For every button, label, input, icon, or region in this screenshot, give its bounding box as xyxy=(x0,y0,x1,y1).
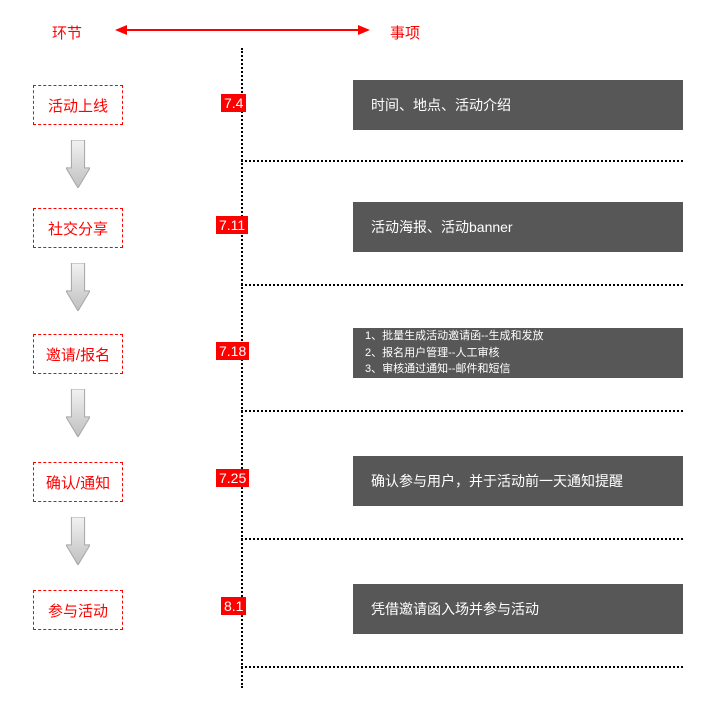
row-divider xyxy=(241,160,683,162)
event-line: 2、报名用户管理--人工审核 xyxy=(365,345,499,362)
event-bar: 1、批量生成活动邀请函--生成和发放2、报名用户管理--人工审核3、审核通过通知… xyxy=(353,328,683,378)
step-box: 邀请/报名 xyxy=(33,334,123,374)
event-bar: 时间、地点、活动介绍 xyxy=(353,80,683,130)
event-line: 活动海报、活动banner xyxy=(371,217,513,237)
date-badge: 7.25 xyxy=(216,469,249,487)
row-divider xyxy=(241,538,683,540)
step-box: 社交分享 xyxy=(33,208,123,248)
event-bar: 凭借邀请函入场并参与活动 xyxy=(353,584,683,634)
date-badge: 8.1 xyxy=(221,597,246,615)
date-badge: 7.18 xyxy=(216,342,249,360)
step-label: 社交分享 xyxy=(48,218,108,239)
event-bar: 活动海报、活动banner xyxy=(353,202,683,252)
event-line: 时间、地点、活动介绍 xyxy=(371,95,511,115)
event-line: 凭借邀请函入场并参与活动 xyxy=(371,599,539,619)
event-line: 3、审核通过通知--邮件和短信 xyxy=(365,361,510,378)
step-box: 参与活动 xyxy=(33,590,123,630)
down-arrow-icon xyxy=(66,140,90,188)
step-box: 活动上线 xyxy=(33,85,123,125)
step-box: 确认/通知 xyxy=(33,462,123,502)
down-arrow-icon xyxy=(66,389,90,437)
timeline-axis xyxy=(241,48,243,688)
row-divider xyxy=(241,410,683,412)
down-arrow-icon xyxy=(66,517,90,565)
header-double-arrow xyxy=(115,23,370,37)
event-bar: 确认参与用户，并于活动前一天通知提醒 xyxy=(353,456,683,506)
header-left-label: 环节 xyxy=(52,22,82,43)
row-divider xyxy=(241,284,683,286)
down-arrow-icon xyxy=(66,263,90,311)
date-badge: 7.11 xyxy=(216,216,248,234)
step-label: 邀请/报名 xyxy=(46,344,110,365)
step-label: 参与活动 xyxy=(48,600,108,621)
date-badge: 7.4 xyxy=(221,94,246,112)
step-label: 确认/通知 xyxy=(46,472,110,493)
step-label: 活动上线 xyxy=(48,95,108,116)
event-line: 确认参与用户，并于活动前一天通知提醒 xyxy=(371,471,623,491)
header-right-label: 事项 xyxy=(390,22,420,43)
event-line: 1、批量生成活动邀请函--生成和发放 xyxy=(365,328,543,345)
row-divider xyxy=(241,666,683,668)
